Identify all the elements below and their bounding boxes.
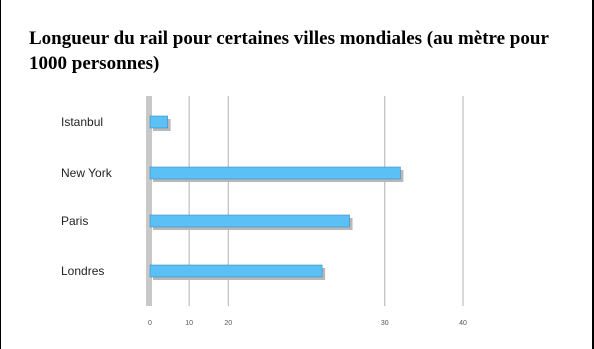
tick-label-2: 20 — [224, 320, 232, 327]
value-axis — [146, 96, 152, 306]
bar-0 — [149, 115, 168, 129]
bar-1 — [149, 166, 401, 180]
chart-title: Longueur du rail pour certaines villes m… — [29, 28, 549, 74]
tick-label-1: 10 — [185, 320, 193, 327]
bar-2 — [149, 214, 350, 228]
category-label-0: Istanbul — [61, 115, 103, 129]
bar-3 — [149, 264, 323, 278]
tick-label-3: 30 — [381, 320, 389, 327]
category-label-3: Londres — [61, 264, 104, 278]
tick-label-4: 40 — [459, 320, 467, 327]
tick-label-0: 0 — [148, 320, 152, 327]
category-label-1: New York — [61, 166, 113, 180]
category-label-2: Paris — [61, 214, 88, 228]
